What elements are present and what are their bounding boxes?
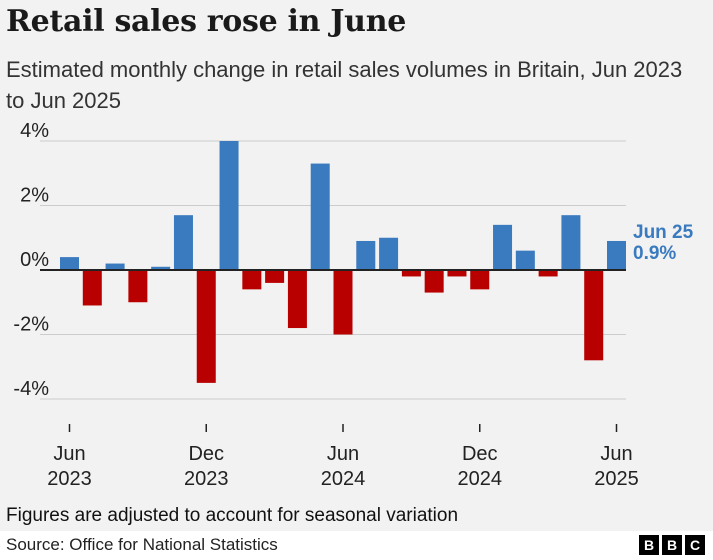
y-axis-labels: -4% -2% 0% 2% 4%: [13, 120, 49, 400]
x-tick-label-month: Jun: [53, 443, 85, 465]
x-tick-label-year: 2023: [184, 468, 229, 490]
x-tick-label-month: Jun: [600, 443, 632, 465]
annotation-value: 0.9%: [633, 243, 676, 264]
bar: [379, 237, 399, 270]
logo-letter: C: [685, 535, 705, 555]
bar: [310, 163, 330, 270]
bar: [356, 240, 376, 270]
bar: [538, 270, 558, 277]
bar: [128, 270, 148, 303]
bar: [447, 270, 467, 277]
bar: [470, 270, 490, 290]
bar: [60, 257, 79, 270]
chart-subtitle: Estimated monthly change in retail sales…: [6, 57, 683, 113]
x-tick-label-month: Dec: [188, 443, 224, 465]
footer: Source: Office for National Statistics B…: [0, 531, 713, 560]
bar: [584, 270, 604, 361]
bar: [287, 270, 307, 329]
x-tick-label-year: 2023: [47, 468, 92, 490]
bar: [515, 250, 535, 270]
y-tick-label: 2%: [20, 185, 49, 207]
bar: [242, 270, 262, 290]
bar: [607, 240, 626, 270]
bar: [173, 215, 193, 270]
bar: [424, 270, 444, 293]
x-tick-label-year: 2024: [321, 468, 366, 490]
y-tick-label: 0%: [20, 249, 49, 271]
bar-chart: -4% -2% 0% 2% 4% Jun 2023 Dec 2023 Jun 2024 Dec 202…: [13, 120, 694, 490]
logo-letter: B: [639, 535, 659, 555]
x-tick-label-month: Dec: [462, 443, 498, 465]
bar: [493, 224, 513, 270]
y-tick-label: -2%: [13, 314, 49, 336]
x-tick-label-year: 2024: [458, 468, 503, 490]
bbc-logo: B B C: [639, 535, 705, 555]
x-tick-label-year: 2025: [594, 468, 639, 490]
x-tick-label-month: Jun: [327, 443, 359, 465]
bar: [105, 263, 125, 270]
bar: [265, 270, 285, 283]
bar: [561, 215, 581, 270]
bar: [196, 270, 216, 383]
chart-title: Retail sales rose in June: [6, 4, 406, 39]
bar: [219, 141, 239, 270]
logo-letter: B: [662, 535, 682, 555]
bars: [60, 141, 626, 383]
y-tick-label: -4%: [13, 378, 49, 400]
footnote: Figures are adjusted to account for seas…: [6, 505, 459, 526]
y-tick-label: 4%: [20, 120, 49, 142]
x-axis-ticks: Jun 2023 Dec 2023 Jun 2024 Dec 2024 Jun 2025: [47, 424, 639, 490]
bar: [333, 270, 353, 335]
bar: [82, 270, 102, 306]
annotation-label: Jun 25: [633, 222, 694, 243]
bar: [401, 270, 421, 277]
bar: [151, 266, 171, 270]
source-text: Source: Office for National Statistics: [6, 535, 278, 554]
gridlines: [40, 140, 626, 400]
